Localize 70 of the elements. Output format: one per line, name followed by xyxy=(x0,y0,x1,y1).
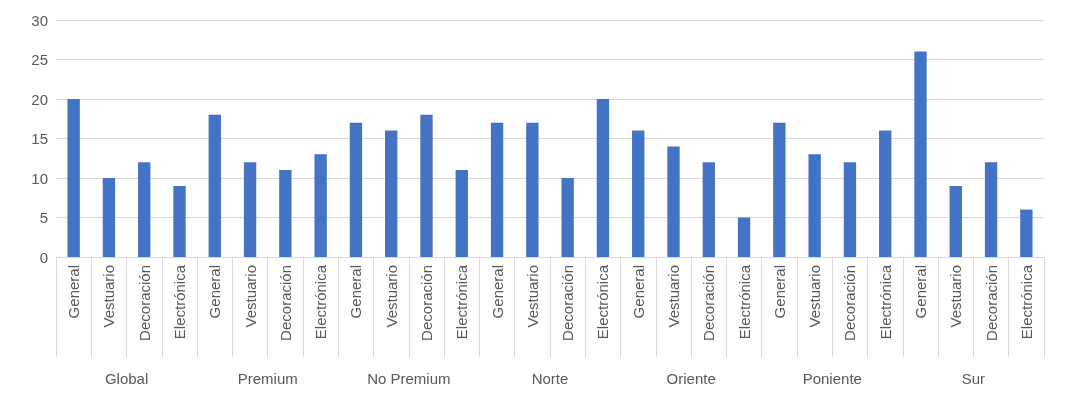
x-tick-label: General xyxy=(629,265,647,319)
bar xyxy=(385,130,398,257)
x-tick-label: Decoración xyxy=(559,265,577,341)
x-tick-label: Electrónica xyxy=(453,264,471,340)
x-tick-label: Electrónica xyxy=(735,264,753,340)
bar xyxy=(632,130,645,257)
bar xyxy=(808,154,821,257)
text: Sur xyxy=(961,370,986,387)
x-tick-label: Decoración xyxy=(841,265,859,341)
bar xyxy=(102,178,116,257)
x-tick-label: Electrónica xyxy=(1017,264,1035,340)
bar xyxy=(984,162,998,257)
x-tick-label: Decoración xyxy=(276,265,294,341)
bar xyxy=(314,154,327,257)
x-tick-label: Vestuario xyxy=(947,265,965,328)
bar xyxy=(702,162,715,257)
x-tick-label: Electrónica xyxy=(594,264,612,340)
y-tick-label: 20 xyxy=(31,90,48,108)
bar xyxy=(243,162,257,257)
x-tick-label: General xyxy=(65,265,83,319)
x-tick-label: Electrónica xyxy=(171,264,188,340)
x-tick-label: General xyxy=(770,265,788,319)
bar xyxy=(173,185,186,257)
bar xyxy=(455,170,468,257)
bar xyxy=(561,178,574,257)
bar xyxy=(138,162,151,257)
bar xyxy=(420,114,433,257)
bar xyxy=(67,99,80,257)
bar xyxy=(949,185,962,257)
bar xyxy=(349,122,363,257)
bar xyxy=(596,99,610,257)
bar xyxy=(843,162,857,257)
x-tick-label: Vestuario xyxy=(806,265,824,328)
x-tick-label: Decoración xyxy=(418,265,435,341)
bar xyxy=(773,122,786,257)
x-tick-label: Decoración xyxy=(700,265,718,341)
bar xyxy=(1020,209,1033,257)
y-tick-label: 5 xyxy=(39,209,48,226)
text: Norte xyxy=(531,370,569,387)
x-tick-label: General xyxy=(206,265,224,319)
bar xyxy=(667,146,680,257)
x-tick-label: Vestuario xyxy=(665,265,682,328)
text: Oriente xyxy=(666,370,716,387)
bar xyxy=(914,51,927,257)
y-tick-label: 0 xyxy=(39,248,48,266)
x-tick-label: General xyxy=(488,265,506,319)
bar xyxy=(490,122,504,257)
y-tick-label: 25 xyxy=(31,51,48,68)
x-tick-label: General xyxy=(347,265,365,319)
bar xyxy=(208,114,221,257)
x-tick-label: Vestuario xyxy=(241,265,259,328)
bar xyxy=(879,130,892,257)
x-tick-label: Decoración xyxy=(982,265,1000,341)
text: Global xyxy=(104,370,149,387)
text: No Premium xyxy=(367,370,451,387)
text: Premium xyxy=(237,370,298,387)
text: Poniente xyxy=(802,370,862,387)
bar xyxy=(737,217,751,257)
y-tick-label: 10 xyxy=(31,169,48,187)
y-tick-label: 15 xyxy=(31,130,48,147)
x-tick-label: General xyxy=(912,265,929,319)
x-tick-label: Vestuario xyxy=(523,265,541,328)
bar xyxy=(526,122,539,257)
x-tick-label: Decoración xyxy=(135,265,153,341)
x-tick-label: Vestuario xyxy=(100,265,118,328)
x-tick-label: Electrónica xyxy=(312,264,330,340)
y-tick-label: 30 xyxy=(31,11,48,29)
x-tick-label: Vestuario xyxy=(382,265,400,328)
bar xyxy=(279,170,292,257)
x-tick-label: Electrónica xyxy=(876,264,894,340)
